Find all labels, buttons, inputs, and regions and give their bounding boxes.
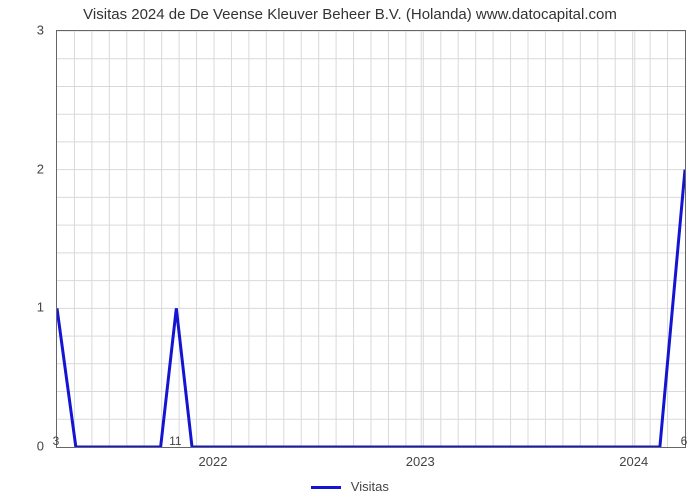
x-axis-labels: 2022202320243116 [56,452,686,472]
x-bottom-label: 6 [681,434,688,448]
y-tick-label: 1 [37,300,44,315]
x-bottom-label: 3 [53,434,60,448]
legend-label: Visitas [351,479,389,494]
x-major-label: 2022 [199,454,228,469]
plot-svg [57,31,685,447]
legend-swatch [311,486,341,489]
y-tick-label: 0 [37,439,44,454]
chart-title: Visitas 2024 de De Veense Kleuver Beheer… [0,6,700,23]
x-major-label: 2024 [619,454,648,469]
legend: Visitas [0,479,700,494]
x-bottom-label: 11 [169,434,181,448]
y-axis-labels: 0123 [0,30,50,448]
x-major-label: 2023 [406,454,435,469]
chart-container: Visitas 2024 de De Veense Kleuver Beheer… [0,0,700,500]
plot-area [56,30,686,448]
y-tick-label: 2 [37,161,44,176]
y-tick-label: 3 [37,23,44,38]
